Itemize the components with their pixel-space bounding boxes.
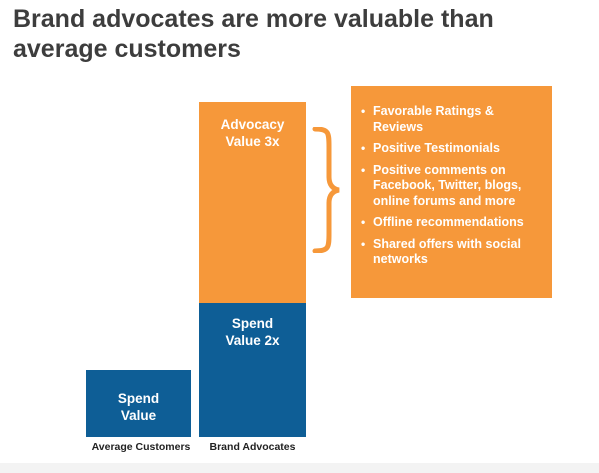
bullet-icon: • xyxy=(361,236,366,251)
bullet-icon: • xyxy=(361,104,366,118)
bar-label-line: Spend xyxy=(117,391,160,406)
bar-label-line: Value 3x xyxy=(225,134,280,149)
list-item: • Offline recommendations xyxy=(361,215,542,231)
list-item-text: Offline recommendations xyxy=(373,215,524,229)
bar-advocate-spend-value: Spend Value 2x xyxy=(199,303,306,437)
list-item-text: Favorable Ratings & Reviews xyxy=(373,104,494,134)
list-item-text: Shared offers with social networks xyxy=(373,236,521,267)
bar-label-line: Spend xyxy=(231,316,274,331)
bar-label-line: Advocacy xyxy=(220,117,285,132)
bar-label-line: Value xyxy=(120,408,157,423)
bullet-icon: • xyxy=(361,215,366,229)
list-item: • Positive Testimonials xyxy=(361,141,542,157)
bullet-icon: • xyxy=(361,141,366,155)
list-item-text: Positive comments on Facebook, Twitter, … xyxy=(373,162,522,208)
list-item: • Positive comments on Facebook, Twitter,… xyxy=(361,163,542,210)
advocacy-benefits-callout: • Favorable Ratings & Reviews • Positive T… xyxy=(351,86,552,298)
category-label: Average Customers xyxy=(91,441,191,453)
bullet-icon: • xyxy=(361,162,366,177)
curly-brace-icon xyxy=(312,127,340,253)
bar-label-line: Value 2x xyxy=(225,333,280,348)
list-item-text: Positive Testimonials xyxy=(373,141,500,155)
chart-title: Brand advocates are more valuable than a… xyxy=(13,5,494,63)
category-label: Brand Advocates xyxy=(209,441,296,453)
footer-strip xyxy=(0,463,599,473)
bar-average-spend-value: Spend Value xyxy=(86,370,191,437)
advocacy-benefits-list: • Favorable Ratings & Reviews • Positive T… xyxy=(361,104,542,268)
list-item: • Shared offers with social networks xyxy=(361,237,542,268)
bar-advocate-advocacy-value: Advocacy Value 3x xyxy=(199,102,306,303)
list-item: • Favorable Ratings & Reviews xyxy=(361,104,542,135)
